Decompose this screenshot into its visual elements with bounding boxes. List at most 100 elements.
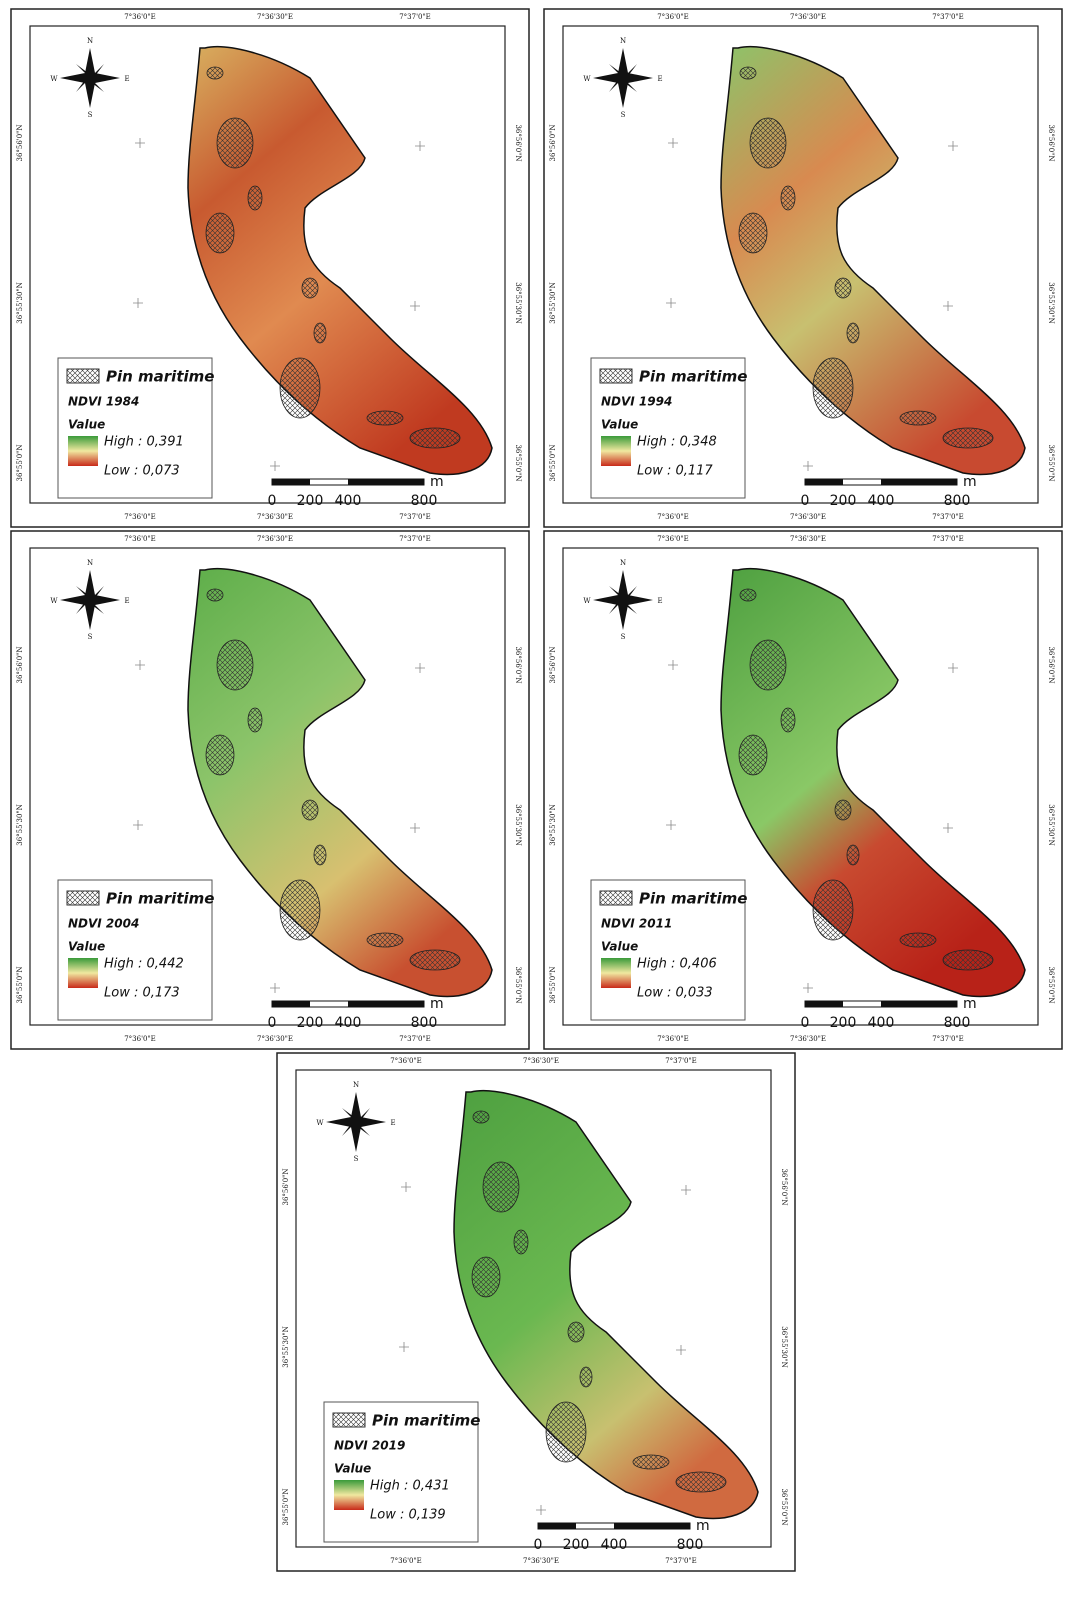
lat-label: 36°55'30"N xyxy=(549,282,557,324)
compass-w: W xyxy=(583,75,591,83)
pine-patch xyxy=(206,213,234,253)
scale-unit: m xyxy=(963,474,977,490)
lat-label: 36°55'0"N xyxy=(16,966,24,1003)
legend-value-title: Value xyxy=(68,940,105,954)
legend-ramp xyxy=(601,436,631,466)
lon-label: 7°37'0"E xyxy=(932,513,964,521)
legend-value-title: Value xyxy=(68,418,105,432)
compass-n: N xyxy=(87,37,93,45)
compass-e: E xyxy=(657,597,662,605)
scale-seg xyxy=(538,1523,576,1529)
lon-label: 7°37'0"E xyxy=(399,13,431,21)
legend-hatch-label: Pin maritime xyxy=(639,368,747,386)
lon-label: 7°36'0"E xyxy=(390,1057,422,1065)
pine-patch xyxy=(568,1322,584,1342)
legend-hatch-label: Pin maritime xyxy=(639,890,747,908)
pine-patch xyxy=(314,845,326,865)
pine-patch xyxy=(410,428,460,448)
lat-label: 36°56'0"N xyxy=(514,646,522,683)
scale-label: 800 xyxy=(411,493,438,509)
lon-label: 7°36'0"E xyxy=(390,1557,422,1565)
pine-patch xyxy=(781,708,795,732)
scale-unit: m xyxy=(430,474,444,490)
lon-label: 7°37'0"E xyxy=(399,1035,431,1043)
compass-n: N xyxy=(87,559,93,567)
legend-high: High : 0,406 xyxy=(637,957,717,972)
pine-patch xyxy=(217,118,253,168)
lat-label: 36°56'0"N xyxy=(549,124,557,161)
pine-patch xyxy=(835,278,851,298)
scale-label: 0 xyxy=(268,493,277,509)
scale-label: 800 xyxy=(944,493,971,509)
lon-label: 7°37'0"E xyxy=(399,513,431,521)
legend-title: NDVI 2004 xyxy=(68,917,139,931)
legend-hatch xyxy=(600,891,632,905)
scale-label: 200 xyxy=(297,1015,324,1031)
compass-e: E xyxy=(390,1119,395,1127)
legend-low: Low : 0,033 xyxy=(637,986,713,1001)
legend-hatch xyxy=(67,369,99,383)
lat-label: 36°55'0"N xyxy=(1047,966,1055,1003)
lon-label: 7°36'0"E xyxy=(657,1035,689,1043)
lon-label: 7°37'0"E xyxy=(399,535,431,543)
lat-label: 36°56'0"N xyxy=(780,1168,788,1205)
pine-patch xyxy=(740,67,756,79)
map-panel: 7°36'0"E7°36'0"E7°36'30"E7°36'30"E7°37'0… xyxy=(276,1052,796,1572)
pine-patch xyxy=(813,880,853,940)
lon-label: 7°37'0"E xyxy=(665,1557,697,1565)
pine-patch xyxy=(280,358,320,418)
compass-w: W xyxy=(316,1119,324,1127)
lon-label: 7°36'30"E xyxy=(257,513,293,521)
lat-label: 36°55'0"N xyxy=(780,1488,788,1525)
legend-ramp xyxy=(601,958,631,988)
lon-label: 7°36'0"E xyxy=(124,13,156,21)
legend-low: Low : 0,073 xyxy=(104,464,180,479)
lon-label: 7°37'0"E xyxy=(932,535,964,543)
pine-patch xyxy=(302,800,318,820)
lat-label: 36°55'0"N xyxy=(514,444,522,481)
legend-hatch xyxy=(67,891,99,905)
pine-patch xyxy=(580,1367,592,1387)
lon-label: 7°36'30"E xyxy=(790,13,826,21)
lon-label: 7°37'0"E xyxy=(665,1057,697,1065)
pine-patch xyxy=(835,800,851,820)
lat-label: 36°55'30"N xyxy=(514,804,522,846)
scale-label: 400 xyxy=(868,1015,895,1031)
pine-patch xyxy=(750,640,786,690)
lat-label: 36°56'0"N xyxy=(514,124,522,161)
scale-seg xyxy=(881,479,957,485)
lat-label: 36°55'30"N xyxy=(514,282,522,324)
scale-label: 400 xyxy=(868,493,895,509)
lat-label: 36°55'0"N xyxy=(1047,444,1055,481)
pine-patch xyxy=(739,213,767,253)
scale-label: 200 xyxy=(297,493,324,509)
scale-label: 800 xyxy=(411,1015,438,1031)
legend-ramp xyxy=(334,1480,364,1510)
lat-label: 36°55'0"N xyxy=(282,1488,290,1525)
scale-label: 400 xyxy=(335,1015,362,1031)
pine-patch xyxy=(847,323,859,343)
compass-w: W xyxy=(583,597,591,605)
lon-label: 7°37'0"E xyxy=(932,13,964,21)
lat-label: 36°55'30"N xyxy=(780,1326,788,1368)
compass-n: N xyxy=(353,1081,359,1089)
lon-label: 7°37'0"E xyxy=(932,1035,964,1043)
scale-label: 800 xyxy=(944,1015,971,1031)
pine-patch xyxy=(248,186,262,210)
lat-label: 36°55'0"N xyxy=(514,966,522,1003)
lon-label: 7°36'0"E xyxy=(124,535,156,543)
pine-patch xyxy=(847,845,859,865)
compass-s: S xyxy=(354,1155,359,1163)
scale-seg xyxy=(881,1001,957,1007)
scale-label: 800 xyxy=(677,1537,704,1553)
lat-label: 36°55'0"N xyxy=(549,444,557,481)
pine-patch xyxy=(367,411,403,425)
pine-patch xyxy=(206,735,234,775)
legend-hatch xyxy=(600,369,632,383)
pine-patch xyxy=(280,880,320,940)
scale-label: 200 xyxy=(830,493,857,509)
page: { "map_frame": { "lon_labels": ["7°36'0\… xyxy=(0,0,1073,1609)
pine-patch xyxy=(472,1257,500,1297)
lat-label: 36°55'30"N xyxy=(1047,804,1055,846)
scale-label: 0 xyxy=(801,493,810,509)
